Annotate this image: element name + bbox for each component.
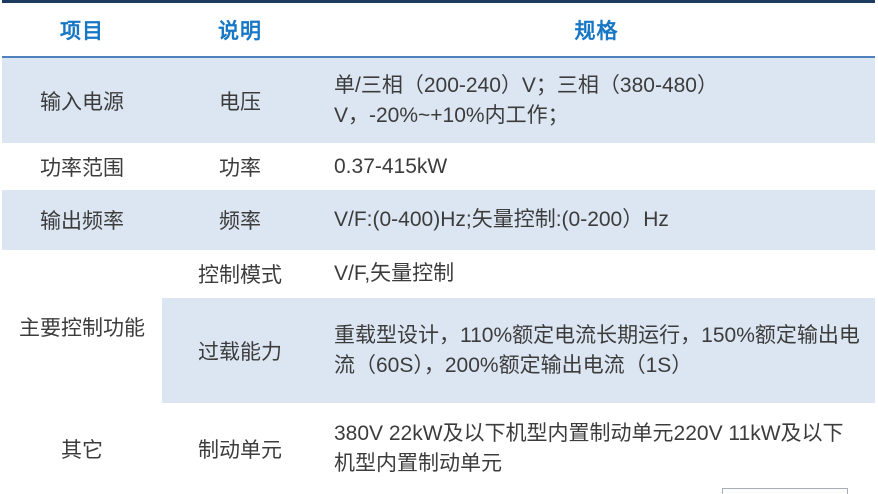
table-row-input-power: 输入电源 电压 单/三相（200-240）V；三相（380-480）V，-20%… <box>2 58 875 143</box>
table-row-power-range: 功率范围 功率 0.37-415kW <box>2 143 875 190</box>
cell-desc: 功率 <box>219 156 261 180</box>
cell-item: 输入电源 <box>40 90 124 114</box>
cell-spec: 重载型设计，110%额定电流长期运行，150%额定输出电流（60S），200%额… <box>334 323 860 377</box>
table-header-row: 项目 说明 规格 <box>2 3 875 58</box>
header-cell-spec: 规格 <box>574 19 619 43</box>
header-cell-item: 项目 <box>60 19 104 43</box>
cell-item-merged: 主要控制功能 <box>19 316 145 340</box>
table-row-braking-unit: 其它 制动单元 380V 22kW及以下机型内置制动单元220V 11kW及以下… <box>2 403 875 494</box>
table-row-overload-capacity: 过载能力 重载型设计，110%额定电流长期运行，150%额定输出电流（60S），… <box>162 298 875 403</box>
table-row-output-frequency: 输出频率 频率 V/F:(0-400)Hz;矢量控制:(0-200）Hz <box>2 190 875 250</box>
cell-spec: 0.37-415kW <box>334 154 448 178</box>
header-cell-desc: 说明 <box>218 19 262 43</box>
cell-item: 其它 <box>61 438 103 462</box>
cell-desc: 控制模式 <box>198 264 282 287</box>
cell-spec: V/F:(0-400)Hz;矢量控制:(0-200）Hz <box>334 208 669 231</box>
table-row-control-mode: 控制模式 V/F,矢量控制 <box>162 250 875 298</box>
partial-bottom-box <box>722 488 848 494</box>
cell-desc: 过载能力 <box>198 340 282 364</box>
table-rowgroup-main-control: 主要控制功能 控制模式 V/F,矢量控制 过载能力 重载型设计，110%额定电流… <box>2 250 875 403</box>
cell-spec: 单/三相（200-240）V；三相（380-480）V，-20%~+10%内工作… <box>334 73 718 127</box>
cell-desc: 频率 <box>219 210 261 233</box>
cell-desc: 制动单元 <box>198 438 282 462</box>
cell-spec: V/F,矢量控制 <box>334 262 455 285</box>
cell-desc: 电压 <box>219 90 261 114</box>
cell-item: 功率范围 <box>40 156 124 180</box>
cell-spec: 380V 22kW及以下机型内置制动单元220V 11kW及以下机型内置制动单元 <box>334 421 844 475</box>
cell-item: 输出频率 <box>40 210 124 233</box>
sub-rows: 控制模式 V/F,矢量控制 过载能力 重载型设计，110%额定电流长期运行，15… <box>162 250 875 403</box>
